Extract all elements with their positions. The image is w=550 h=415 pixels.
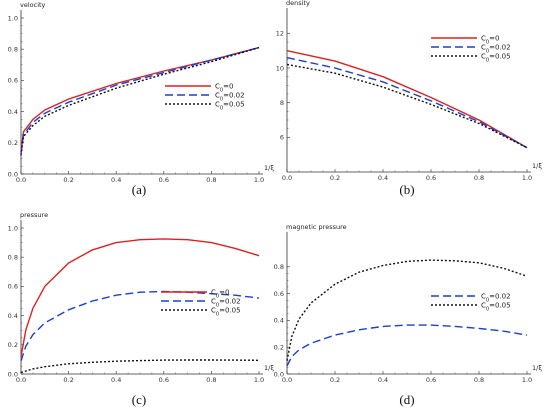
- x-axis-label: 1/ξ: [532, 364, 542, 372]
- legend-label: C0=0.02: [211, 298, 241, 309]
- series-line: [20, 238, 260, 357]
- legend-label: C0=0.02: [481, 293, 511, 304]
- panel-d-magnetic-pressure: 0.0 0.2 0.4 0.6 0.8 1.0 0.0 0.2 0.4 0.6 0.8 magneti…: [274, 223, 543, 407]
- y-axis-label: velocity: [20, 1, 46, 9]
- series-line: [20, 359, 260, 374]
- x-tick-label: 0.8: [474, 174, 484, 182]
- x-tick-label: 0.6: [159, 176, 169, 184]
- y-tick-label: 0.2: [274, 344, 284, 352]
- series-line: [286, 50, 528, 149]
- x-tick-label: 0.0: [282, 174, 292, 182]
- y-axis-label: pressure: [20, 211, 48, 219]
- panel-caption: (c): [132, 392, 146, 407]
- y-tick-label: 6: [280, 134, 284, 142]
- y-tick-label: 0.4: [274, 317, 284, 325]
- x-axis-label: 1/ξ: [532, 162, 542, 170]
- y-tick-label: 0.6: [8, 77, 18, 85]
- x-tick-label: 0.0: [16, 376, 26, 384]
- y-tick-label: 0.6: [8, 283, 18, 291]
- x-tick-label: 0.4: [111, 376, 121, 384]
- y-tick-label: 1.0: [8, 14, 18, 22]
- x-axis-label: 1/ξ: [264, 364, 274, 372]
- legend-label: C0=0.02: [215, 92, 245, 103]
- panel-c-pressure: 0.0 0.2 0.4 0.6 0.8 1.00.00.20.40.60.81.0pres…: [8, 211, 275, 407]
- panel-caption: (b): [399, 182, 414, 197]
- y-tick-label: 0.0: [8, 170, 18, 178]
- y-tick-label: 0.2: [8, 341, 18, 349]
- x-tick-label: 1.0: [254, 376, 264, 384]
- x-axis-label: 1/ξ: [264, 164, 274, 172]
- series-line: [286, 56, 528, 149]
- x-tick-label: 0.2: [330, 174, 340, 182]
- y-tick-label: 10: [276, 64, 284, 72]
- legend-label: C0=0.05: [215, 101, 245, 112]
- panel-a-velocity: 0.0 0.2 0.4 0.6 0.8 1.00.00.20.40.60.81.0velo…: [8, 1, 275, 197]
- x-tick-label: 0.4: [378, 174, 388, 182]
- y-tick-label: 0.8: [274, 263, 284, 271]
- y-tick-label: 0.6: [274, 290, 284, 298]
- x-tick-label: 0.8: [206, 176, 216, 184]
- y-tick-label: 12: [276, 30, 284, 38]
- x-tick-label: 0.6: [426, 174, 436, 182]
- y-tick-label: 1.0: [8, 224, 18, 232]
- y-tick-label: 0.8: [8, 46, 18, 54]
- panel-caption: (a): [132, 182, 146, 197]
- x-tick-label: 0.2: [330, 376, 340, 384]
- legend-label: C0=0.05: [211, 307, 241, 318]
- series-line: [20, 290, 260, 362]
- x-tick-label: 1.0: [522, 174, 532, 182]
- y-tick-label: 0.0: [274, 370, 284, 378]
- y-tick-label: 0.8: [8, 254, 18, 262]
- y-axis-label: density: [286, 0, 310, 7]
- y-axis-label: magnetic pressure: [286, 223, 347, 231]
- panel-b-density: 0.0 0.2 0.4 0.6 0.8 1.0681012density1/ξC0=0C0…: [276, 0, 543, 197]
- y-tick-label: 0.4: [8, 108, 18, 116]
- x-tick-label: 0.6: [426, 376, 436, 384]
- x-tick-label: 0.4: [111, 176, 121, 184]
- series-line: [286, 324, 528, 367]
- x-tick-label: 0.8: [474, 376, 484, 384]
- x-tick-label: 0.2: [63, 176, 73, 184]
- series-line: [286, 63, 528, 149]
- x-tick-label: 0.2: [63, 376, 73, 384]
- legend-label: C0=0.05: [481, 53, 511, 64]
- x-tick-label: 0.0: [282, 376, 292, 384]
- panel-caption: (d): [399, 392, 414, 407]
- series-line: [20, 46, 260, 154]
- y-tick-label: 0.0: [8, 370, 18, 378]
- x-tick-label: 0.0: [16, 176, 26, 184]
- x-tick-label: 0.4: [378, 376, 388, 384]
- y-tick-label: 8: [280, 99, 284, 107]
- y-tick-label: 0.4: [8, 312, 18, 320]
- series-line: [286, 259, 528, 361]
- legend-label: C0=0.02: [481, 44, 511, 55]
- legend-label: C0=0: [215, 83, 233, 94]
- x-tick-label: 1.0: [254, 176, 264, 184]
- legend-label: C0=0: [211, 289, 229, 300]
- legend-label: C0=0.05: [481, 302, 511, 313]
- x-tick-label: 0.6: [159, 376, 169, 384]
- y-tick-label: 0.2: [8, 139, 18, 147]
- x-tick-label: 1.0: [522, 376, 532, 384]
- x-tick-label: 0.8: [206, 376, 216, 384]
- legend-label: C0=0: [481, 35, 499, 46]
